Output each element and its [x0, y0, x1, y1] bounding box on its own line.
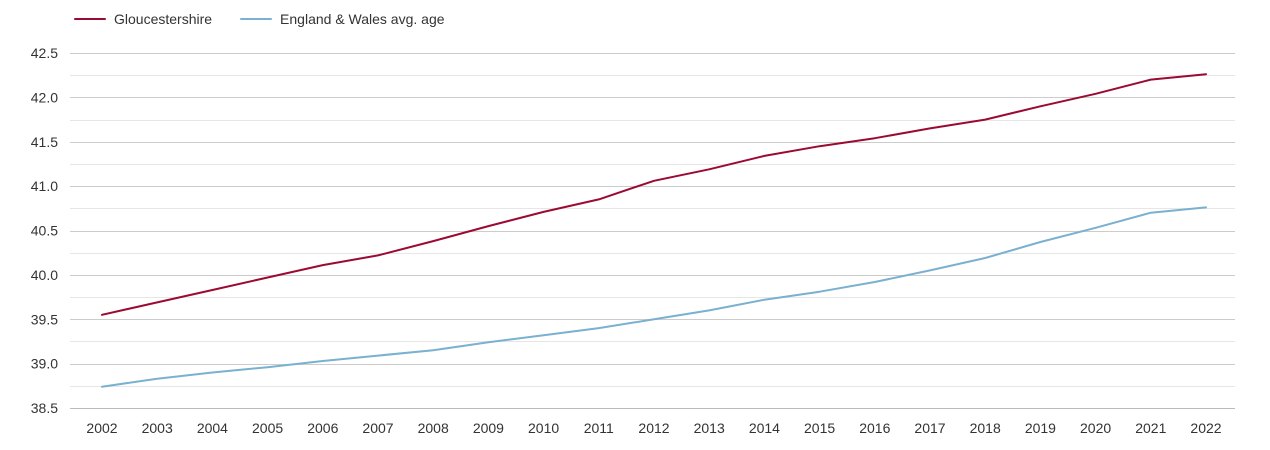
legend: Gloucestershire England & Wales avg. age — [74, 8, 445, 30]
x-tick-label: 2022 — [1190, 420, 1221, 436]
x-tick-label: 2004 — [197, 420, 228, 436]
y-tick-label: 38.5 — [31, 400, 58, 416]
series-lines — [101, 73, 1207, 388]
y-tick-label: 39.5 — [31, 311, 58, 327]
x-tick-label: 2005 — [252, 420, 283, 436]
x-tick-label: 2002 — [86, 420, 117, 436]
y-tick-label: 41.0 — [31, 178, 58, 194]
legend-label-england-wales: England & Wales avg. age — [280, 11, 445, 27]
x-tick-label: 2009 — [473, 420, 504, 436]
y-tick-label: 41.5 — [31, 134, 58, 150]
legend-label-gloucestershire: Gloucestershire — [114, 11, 213, 27]
x-axis-tick-labels: 2002 2003 2004 2005 2006 2007 2008 2009 2010 2011… — [86, 420, 1221, 436]
x-tick-label: 2015 — [804, 420, 835, 436]
x-tick-label: 2021 — [1135, 420, 1166, 436]
x-tick-label: 2008 — [418, 420, 449, 436]
legend-swatch-england-wales — [240, 18, 273, 20]
x-tick-label: 2017 — [914, 420, 945, 436]
x-tick-label: 2010 — [528, 420, 559, 436]
x-tick-label: 2007 — [362, 420, 393, 436]
x-tick-label: 2012 — [638, 420, 669, 436]
y-tick-label: 39.0 — [31, 356, 58, 372]
y-tick-label: 40.5 — [31, 223, 58, 239]
x-tick-label: 2011 — [584, 420, 614, 436]
x-tick-label: 2013 — [694, 420, 725, 436]
x-tick-label: 2006 — [307, 420, 338, 436]
x-tick-label: 2016 — [859, 420, 890, 436]
x-tick-label: 2003 — [142, 420, 173, 436]
series-line-england-and-wales-avg-age[interactable] — [101, 206, 1207, 388]
legend-item-england-wales[interactable]: England & Wales avg. age — [240, 11, 445, 27]
x-tick-label: 2020 — [1080, 420, 1111, 436]
y-tick-label: 40.0 — [31, 267, 58, 283]
legend-swatch-gloucestershire — [74, 18, 106, 20]
x-tick-label: 2019 — [1025, 420, 1056, 436]
grid-lines — [70, 53, 1235, 409]
x-tick-label: 2018 — [970, 420, 1001, 436]
y-axis-tick-labels: 42.5 42.0 41.5 41.0 40.5 40.0 39.5 39.0 38.5 — [31, 45, 58, 416]
series-line-gloucestershire[interactable] — [101, 73, 1207, 316]
x-tick-label: 2014 — [749, 420, 780, 436]
legend-item-gloucestershire[interactable]: Gloucestershire — [74, 11, 212, 27]
y-tick-label: 42.5 — [31, 45, 58, 61]
y-tick-label: 42.0 — [31, 89, 58, 105]
